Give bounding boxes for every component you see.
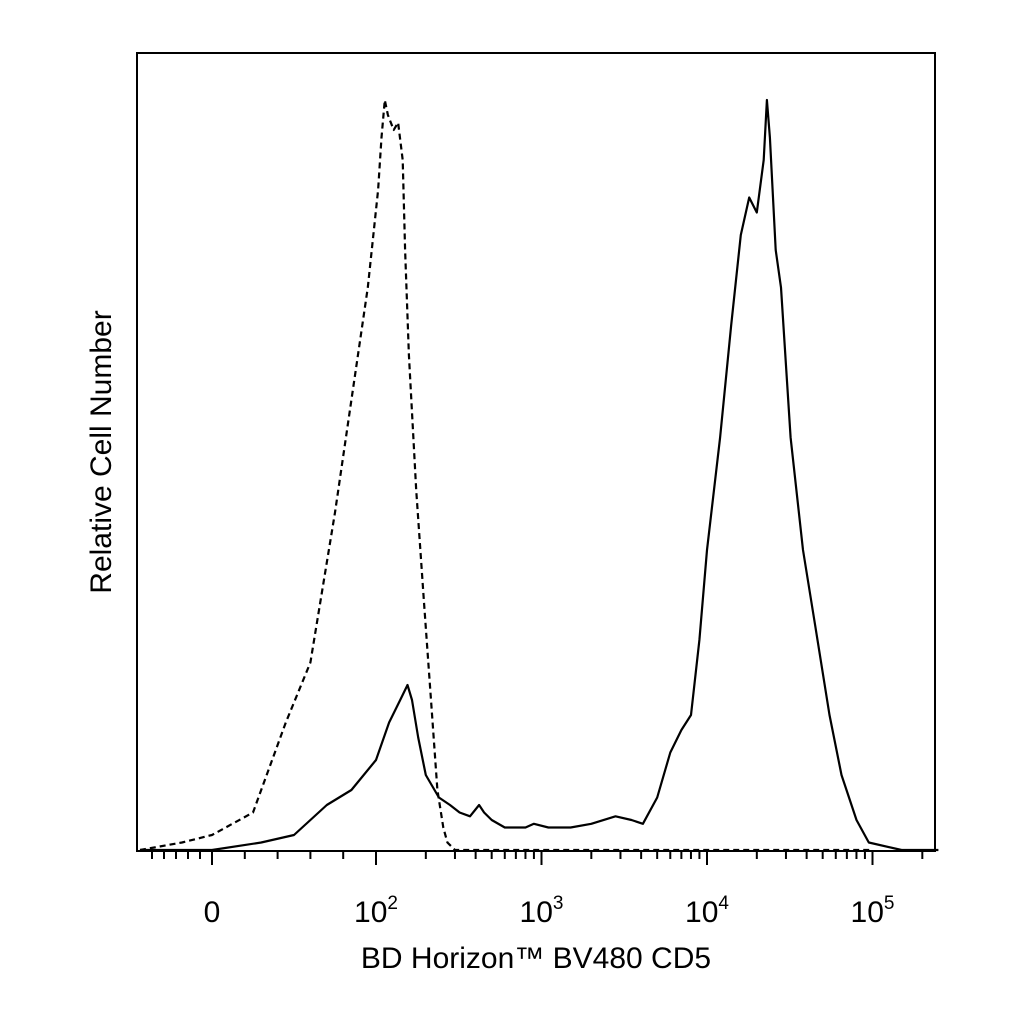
x-tick-label: 105 [851,893,895,929]
x-tick-label: 102 [354,893,398,929]
x-axis-title: BD Horizon™ BV480 CD5 [361,942,711,975]
x-axis-ticks [151,851,924,865]
plot-frame [136,52,936,852]
x-axis-tick-labels: 0 102 103 104 105 [204,893,895,929]
histogram-series-dashed [139,98,873,852]
histogram-series-solid [140,98,939,852]
y-axis-title: Relative Cell Number [85,310,118,593]
histogram-curves [139,98,939,852]
x-tick-label: 0 [204,896,221,929]
plot-area: 0 102 103 104 105 [136,52,939,929]
x-tick-label: 104 [685,893,729,929]
x-tick-label: 103 [520,893,564,929]
